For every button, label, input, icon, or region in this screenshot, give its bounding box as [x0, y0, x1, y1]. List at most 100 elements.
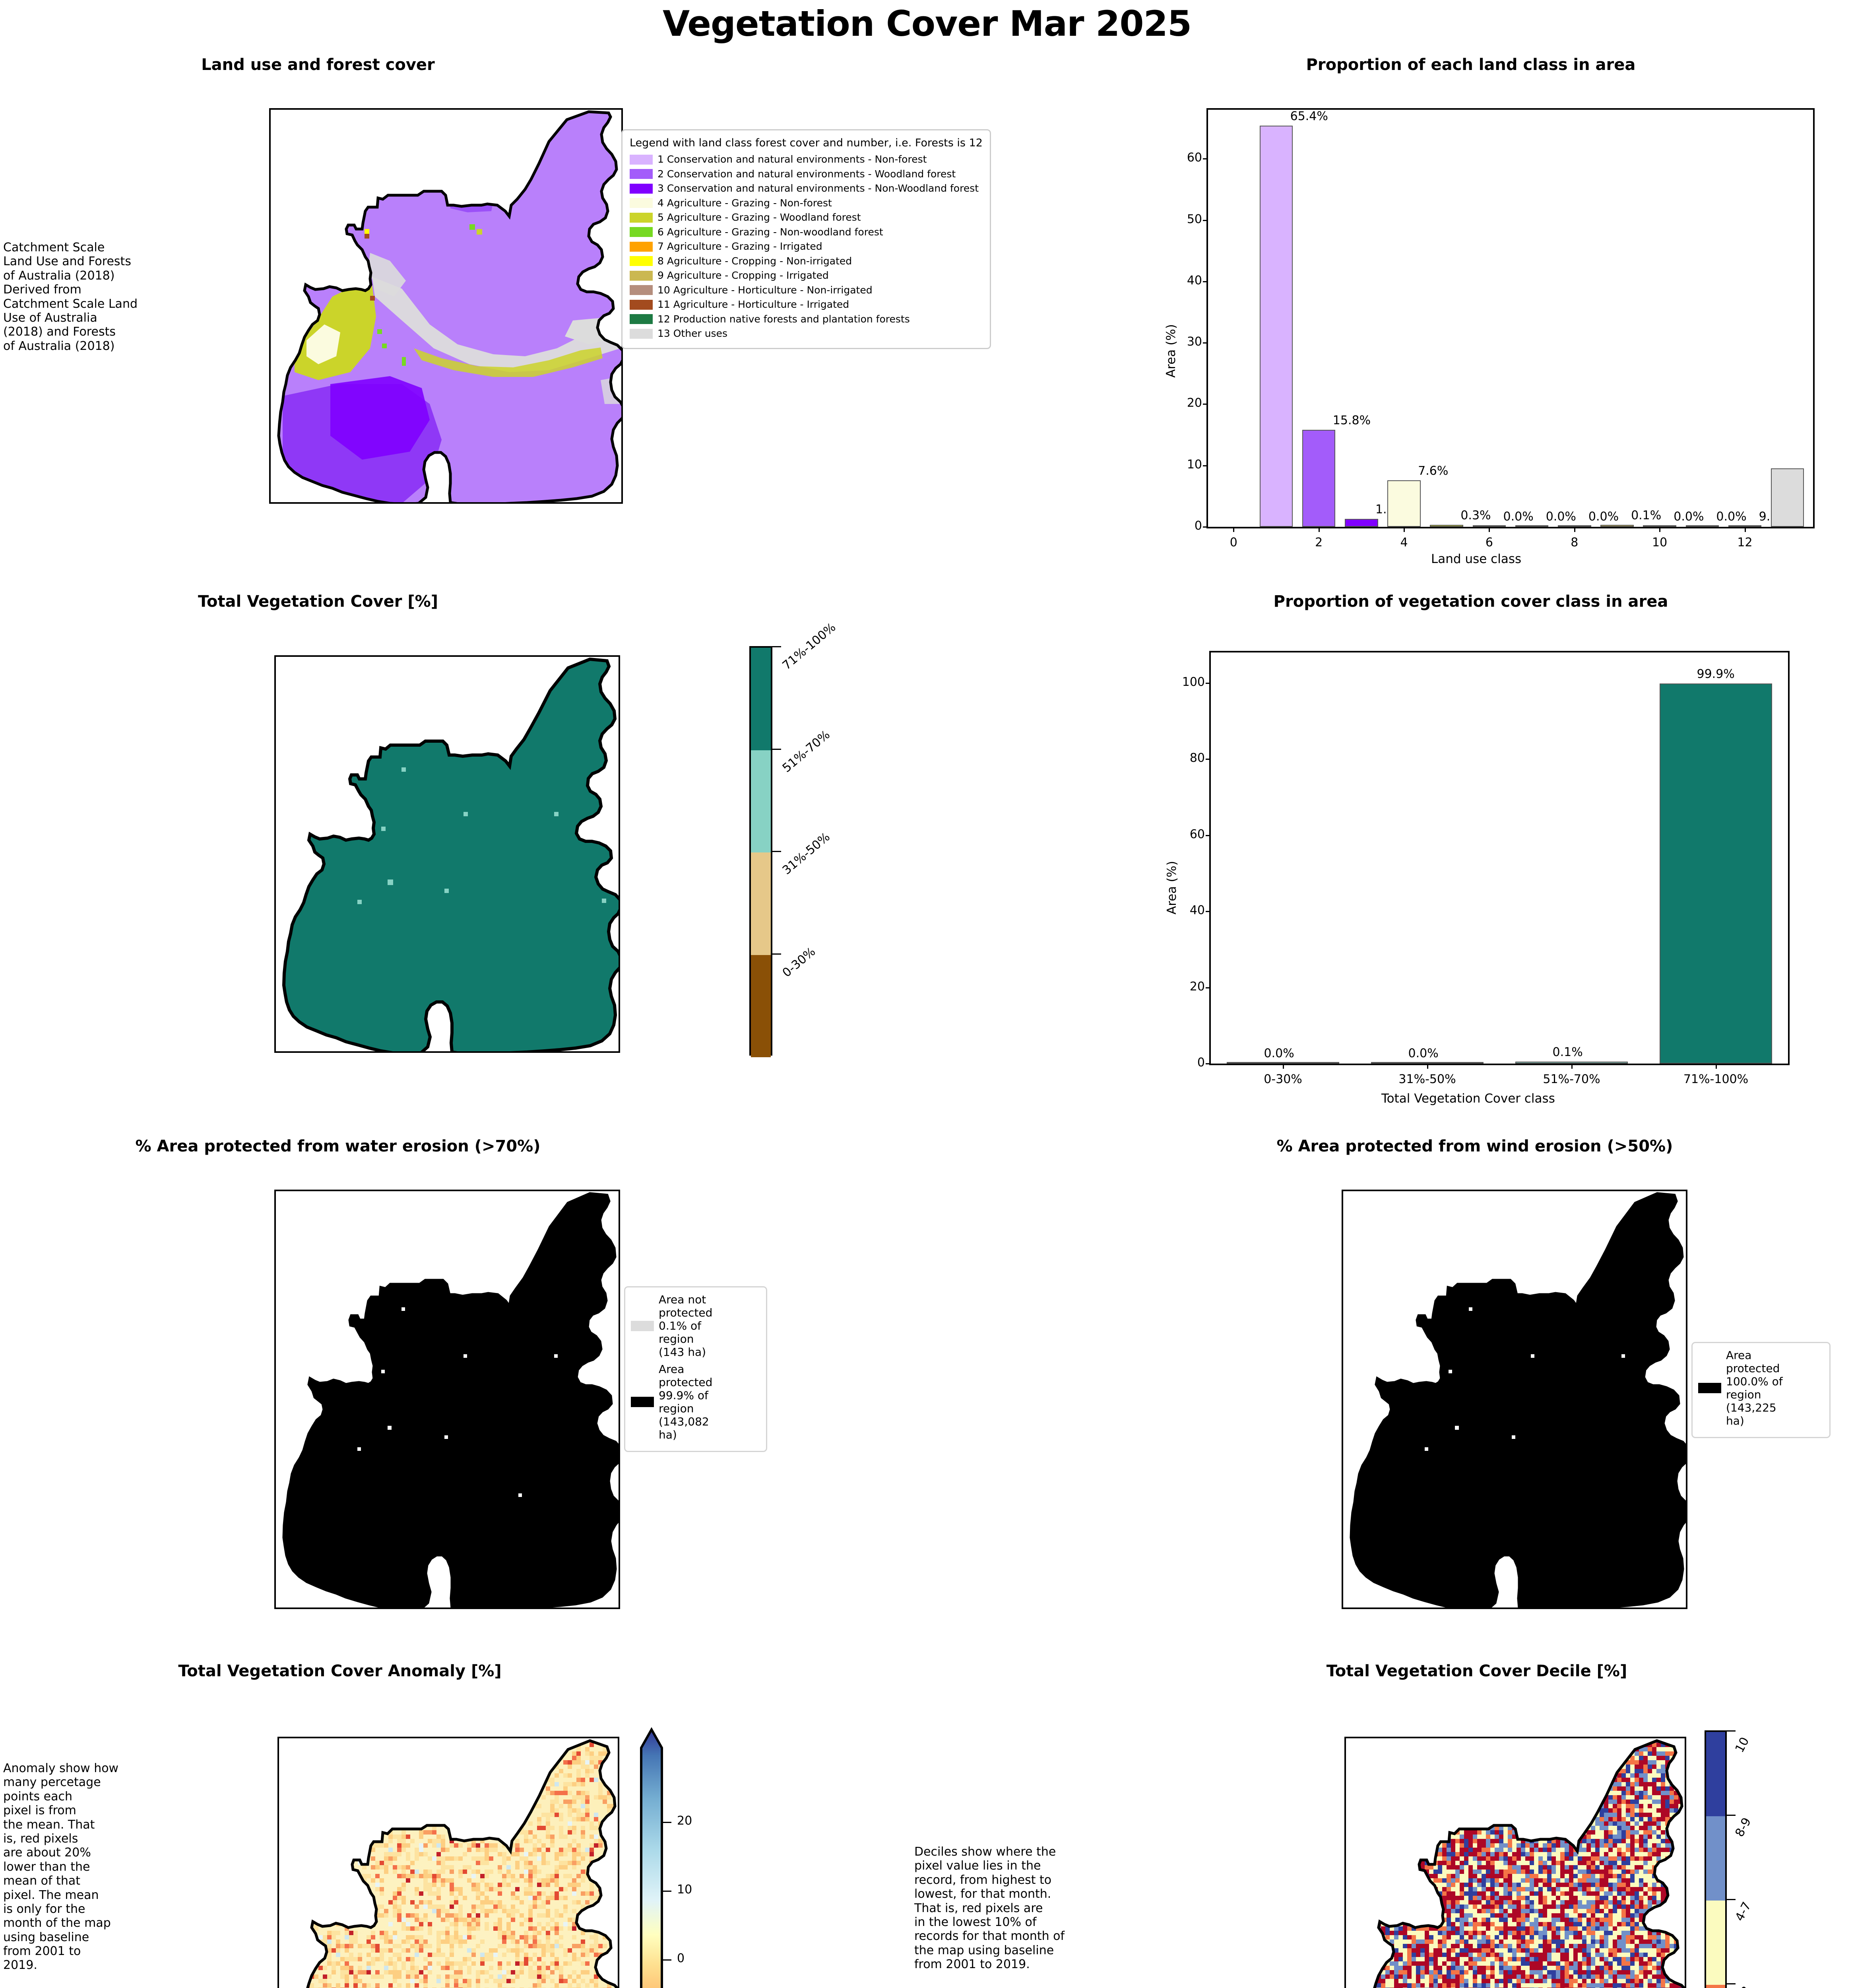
- land-class-label: 11 Agriculture - Horticulture - Irrigate…: [657, 299, 849, 311]
- colorbar-label: 10: [1732, 1735, 1752, 1755]
- land-class-legend: Legend with land class forest cover and …: [621, 129, 991, 349]
- y-tick-label: 0: [1194, 519, 1202, 533]
- x-tick: [1233, 527, 1235, 532]
- land-class-swatch: [630, 227, 653, 237]
- bar-value-label: 0.1%: [1552, 1045, 1583, 1059]
- water-erosion-map: [274, 1190, 620, 1609]
- y-tick: [1206, 682, 1211, 684]
- colorbar-tick: [1727, 1815, 1736, 1816]
- y-tick-label: 20: [1189, 979, 1205, 994]
- land-class-legend-row: 6 Agriculture - Grazing - Non-woodland f…: [630, 226, 983, 238]
- x-tick-label: 6: [1485, 536, 1493, 549]
- land-class-label: 1 Conservation and natural environments …: [657, 153, 927, 165]
- colorbar-segment: [751, 955, 771, 1057]
- land-class-legend-row: 8 Agriculture - Cropping - Non-irrigated: [630, 255, 983, 267]
- land-class-legend-row: 11 Agriculture - Horticulture - Irrigate…: [630, 299, 983, 311]
- anomaly-map: [277, 1737, 619, 1988]
- y-tick-label: 60: [1187, 151, 1202, 165]
- x-tick: [1574, 527, 1575, 532]
- bar: [1387, 480, 1421, 527]
- colorbar-label: 31%-50%: [780, 830, 833, 878]
- bar: [1515, 1062, 1628, 1064]
- land-class-legend-row: 7 Agriculture - Grazing - Irrigated: [630, 241, 983, 252]
- land-class-label: 9 Agriculture - Cropping - Irrigated: [657, 270, 829, 282]
- x-tick: [1659, 527, 1661, 532]
- bar: [1685, 525, 1719, 527]
- y-tick: [1203, 526, 1208, 528]
- land-use-map: [269, 108, 623, 504]
- colorbar-tick: [772, 953, 781, 955]
- landclass-bar-chart: 65.4%15.8%1.3%7.6%0.3%0.0%0.0%0.0%0.1%0.…: [1187, 108, 1815, 549]
- y-tick: [1203, 404, 1208, 405]
- land-class-legend-title: Legend with land class forest cover and …: [630, 137, 983, 149]
- bar-value-label: 0.0%: [1408, 1046, 1439, 1060]
- erosion-legend-label: Area protected 100.0% of region (143,225…: [1726, 1349, 1783, 1428]
- wind-erosion-panel-title: % Area protected from wind erosion (>50%…: [1276, 1137, 1673, 1155]
- colorbar-label: 10: [677, 1883, 692, 1897]
- bar: [1302, 430, 1336, 527]
- erosion-legend-swatch: [1698, 1383, 1721, 1394]
- bar-value-label: 0.0%: [1674, 510, 1704, 524]
- y-tick: [1206, 987, 1211, 988]
- x-tick: [1489, 527, 1490, 532]
- colorbar-segment: [1706, 1816, 1725, 1901]
- land-use-source-note: Catchment Scale Land Use and Forests of …: [3, 241, 138, 353]
- decile-colorbar: 108-94-72-31: [1705, 1730, 1836, 1988]
- y-tick: [1203, 219, 1208, 221]
- y-tick-label: 30: [1187, 335, 1202, 349]
- land-class-legend-row: 4 Agriculture - Grazing - Non-forest: [630, 197, 983, 209]
- bar-value-label: 7.6%: [1418, 464, 1449, 478]
- land-class-label: 10 Agriculture - Horticulture - Non-irri…: [657, 284, 873, 296]
- land-class-label: 7 Agriculture - Grazing - Irrigated: [657, 241, 822, 252]
- land-class-swatch: [630, 169, 653, 179]
- colorbar-label: 0: [677, 1951, 685, 1965]
- y-tick-label: 80: [1189, 751, 1205, 765]
- y-tick: [1206, 759, 1211, 760]
- bar: [1472, 525, 1506, 527]
- land-class-swatch: [630, 183, 653, 194]
- water-erosion-panel-title: % Area protected from water erosion (>70…: [135, 1137, 541, 1155]
- veg-cover-map: [274, 655, 620, 1053]
- land-class-legend-row: 12 Production native forests and plantat…: [630, 313, 983, 325]
- x-tick: [1318, 527, 1320, 532]
- land-class-legend-row: 13 Other uses: [630, 328, 983, 340]
- vegclass-chart-xlabel: Total Vegetation Cover class: [1381, 1091, 1555, 1106]
- land-class-swatch: [630, 241, 653, 252]
- colorbar-segment: [1706, 1901, 1725, 1985]
- bar: [1600, 525, 1634, 527]
- decile-panel-title: Total Vegetation Cover Decile [%]: [1326, 1662, 1627, 1680]
- x-tick-label: 51%-70%: [1543, 1072, 1600, 1086]
- bar: [1371, 1062, 1484, 1064]
- bar: [1345, 518, 1378, 527]
- bar: [1659, 683, 1773, 1064]
- erosion-legend-label: Area not protected 0.1% of region (143 h…: [659, 1293, 713, 1359]
- y-tick: [1206, 835, 1211, 836]
- colorbar-segment: [751, 852, 771, 955]
- landclass-chart-title: Proportion of each land class in area: [1306, 56, 1636, 74]
- decile-map: [1344, 1737, 1686, 1988]
- x-tick-label: 12: [1737, 536, 1753, 549]
- colorbar-tick: [772, 748, 781, 750]
- bar: [1430, 525, 1464, 527]
- page-title: Vegetation Cover Mar 2025: [662, 3, 1192, 44]
- colorbar-tick: [1727, 1730, 1736, 1732]
- land-class-label: 4 Agriculture - Grazing - Non-forest: [657, 197, 832, 209]
- veg-cover-colorbar: 71%-100% 51%-70% 31%-50% 0-30%: [749, 620, 948, 1057]
- bar-value-label: 0.0%: [1716, 510, 1747, 524]
- colorbar-segment: [751, 648, 771, 750]
- x-tick: [1715, 1064, 1717, 1069]
- colorbar-tick: [772, 851, 781, 852]
- colorbar-tick: [663, 1891, 671, 1892]
- colorbar-tick: [663, 1822, 671, 1823]
- x-tick: [1404, 527, 1405, 532]
- x-tick: [1571, 1064, 1573, 1069]
- erosion-legend-swatch: [631, 1397, 654, 1408]
- land-class-swatch: [630, 256, 653, 266]
- land-class-legend-row: 9 Agriculture - Cropping - Irrigated: [630, 270, 983, 282]
- x-tick-label: 31%-50%: [1398, 1072, 1456, 1086]
- land-class-swatch: [630, 270, 653, 281]
- bar-value-label: 0.3%: [1460, 509, 1491, 522]
- wind-erosion-map: [1342, 1190, 1687, 1609]
- land-class-label: 2 Conservation and natural environments …: [657, 168, 956, 180]
- y-tick: [1203, 158, 1208, 160]
